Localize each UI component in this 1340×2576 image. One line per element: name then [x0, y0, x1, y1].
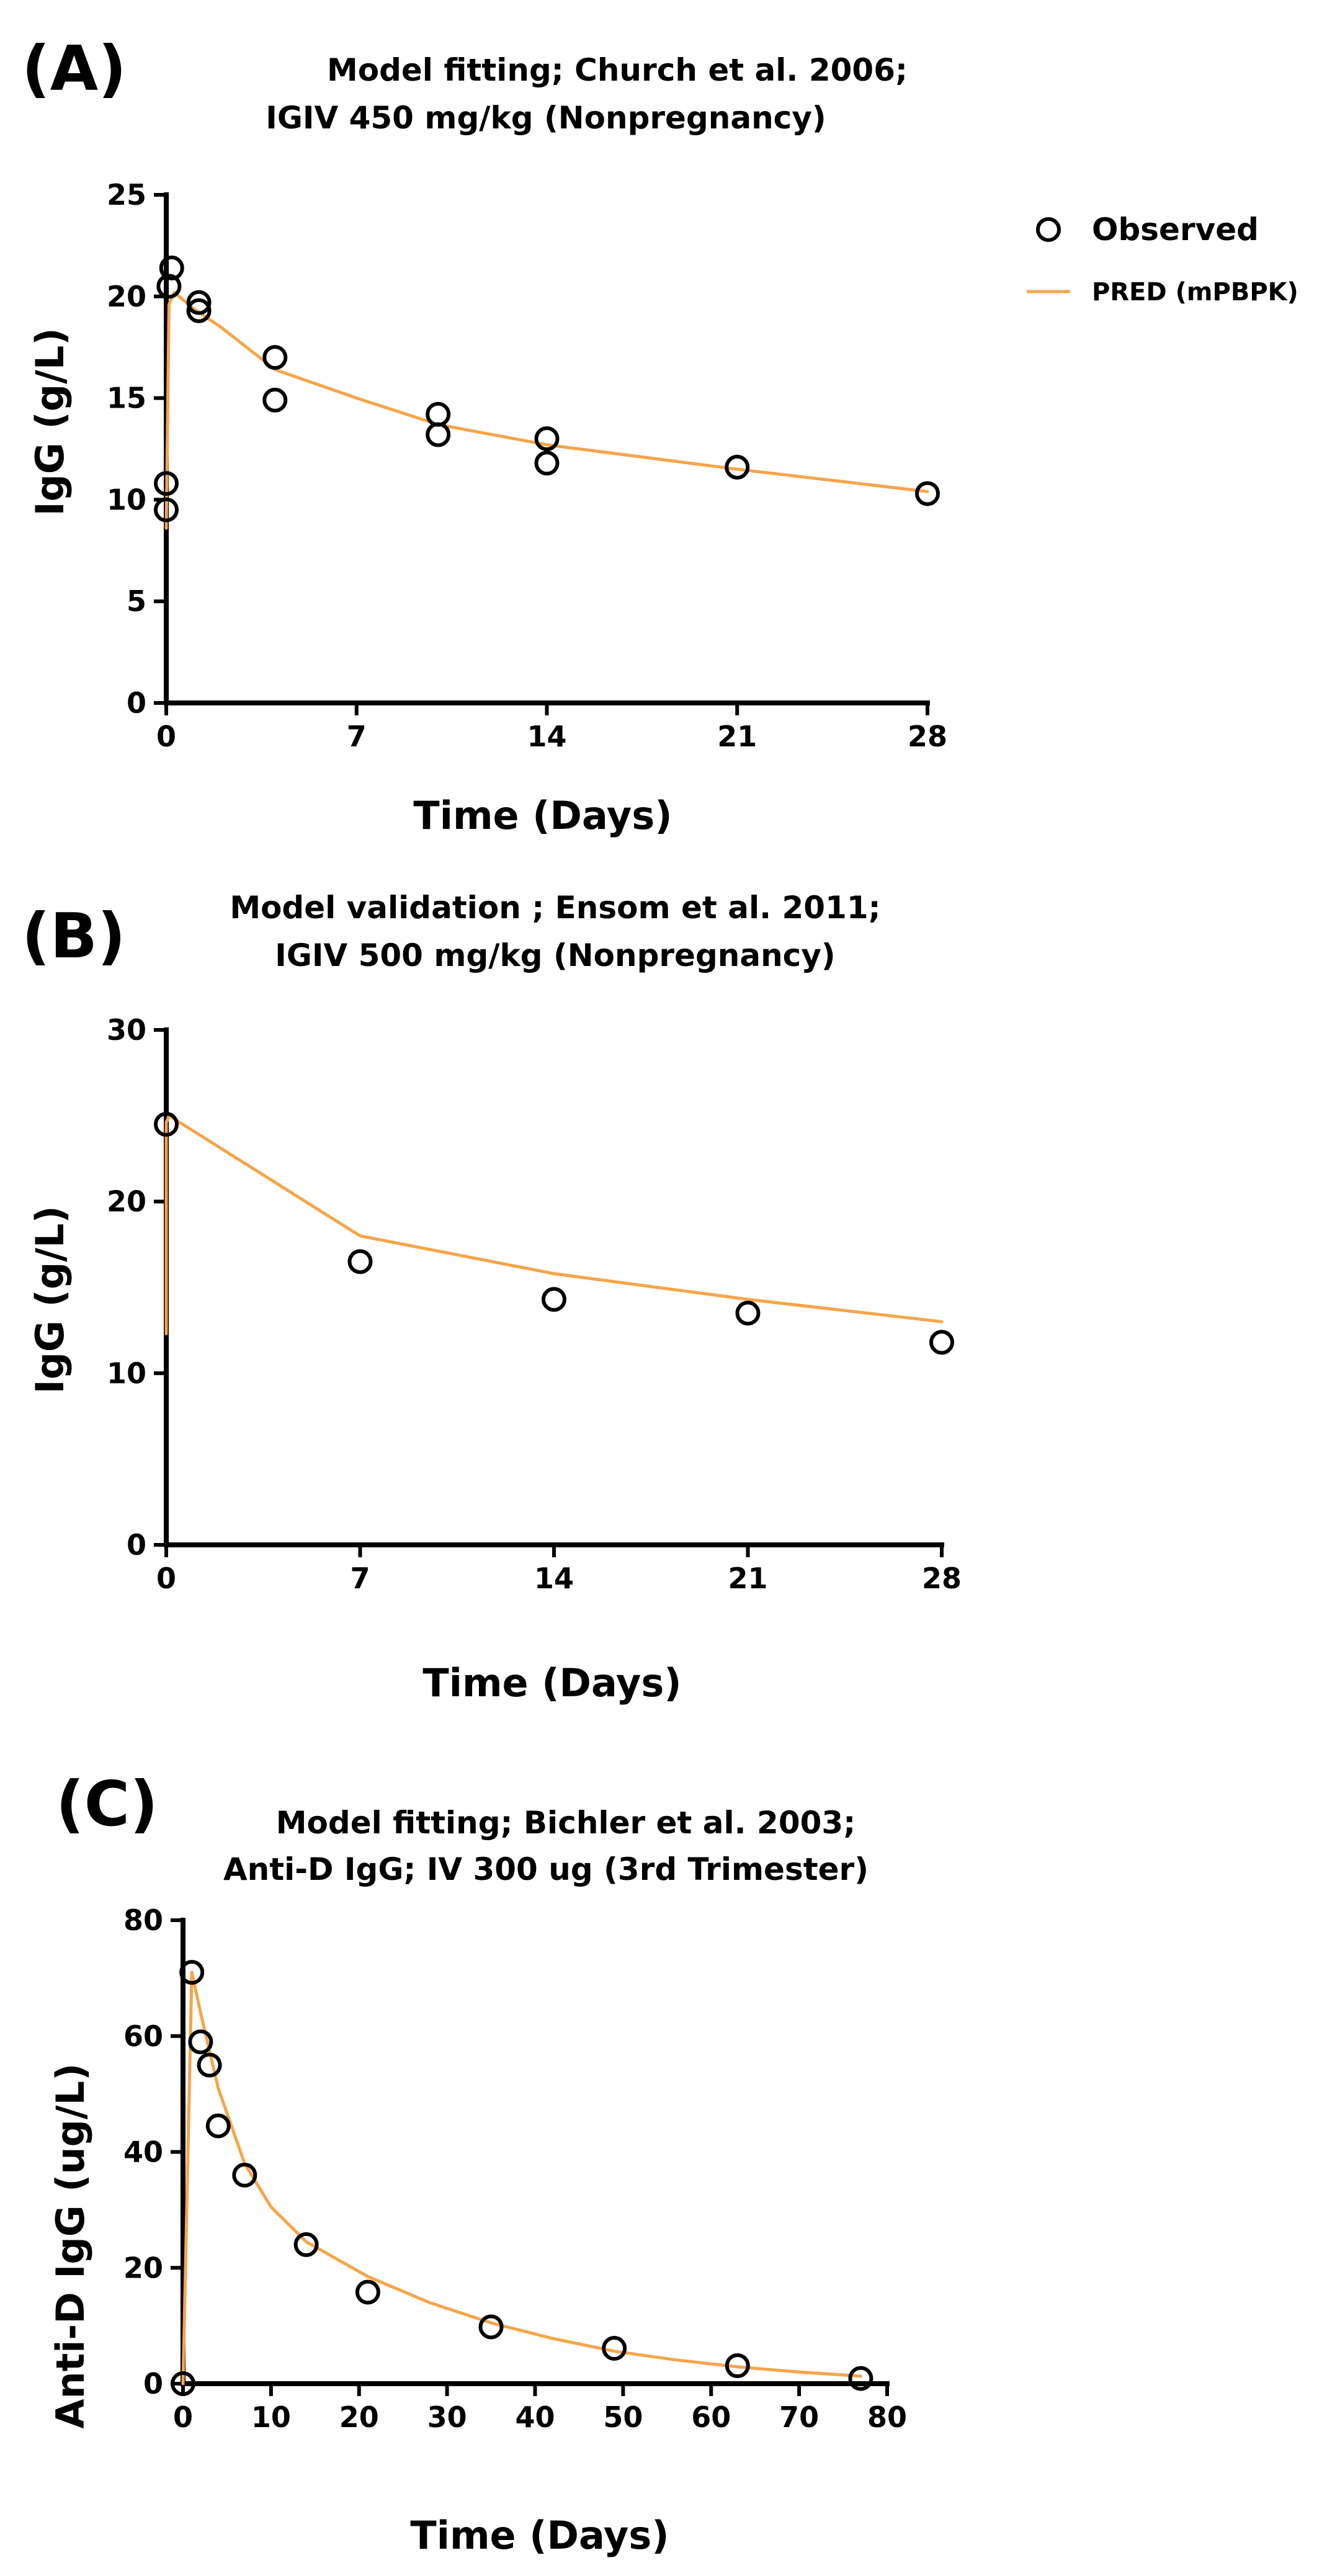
panel-c-x-tick-label: 60 [691, 2400, 731, 2434]
panel-c-observed-point [179, 1960, 205, 1985]
panel-a: (A) Model fitting; Church et al. 2006; I… [22, 32, 947, 838]
panel-c-x-tick-label: 0 [173, 2400, 193, 2434]
panel-a-observed-point [186, 290, 212, 315]
panel-a-observed-point [426, 422, 451, 447]
panel-c-ylabel: Anti-D IgG (ug/L) [48, 2063, 93, 2428]
panel-c-x-tick-label: 80 [867, 2400, 907, 2434]
panel-c-observed-point [205, 2113, 231, 2139]
panel-b-x-tick-label: 7 [350, 1562, 370, 1595]
panel-a-xlabel: Time (Days) [413, 793, 672, 838]
panel-c-xlabel: Time (Days) [410, 2513, 669, 2558]
panel-b-title: Model validation ; Ensom et al. 2011; [230, 890, 880, 926]
panel-c-observed-point [171, 2371, 195, 2396]
panel-a-y-tick-label: 0 [127, 686, 146, 720]
panel-c-title: Model fitting; Bichler et al. 2003; [276, 1805, 855, 1841]
panel-a-observed-point [154, 497, 179, 522]
panel-a-observed-point [262, 387, 288, 413]
panel-b-xlabel: Time (Days) [422, 1660, 681, 1706]
legend-observed-label: Observed [1092, 212, 1259, 248]
panel-c-x-tick-label: 20 [339, 2400, 379, 2434]
panel-c-y-tick-label: 20 [123, 2251, 163, 2284]
legend-pred-label: PRED (mPBPK) [1092, 278, 1298, 306]
panel-b-observed-point [735, 1300, 761, 1326]
panel-c-y-tick-label: 40 [123, 2135, 163, 2169]
panel-a-y-tick-label: 25 [107, 178, 146, 212]
panel-a-observed-point [534, 426, 560, 452]
panel-a-observed-point [725, 454, 750, 480]
panel-c-y-tick-label: 80 [123, 1903, 163, 1937]
panel-b-y-tick-label: 30 [107, 1013, 146, 1047]
panel-a-observed-point [186, 298, 212, 323]
panel-a-title: Model fitting; Church et al. 2006; [327, 52, 908, 88]
panel-c-x-tick-label: 40 [515, 2400, 555, 2434]
panel-b-pred-line [164, 1114, 944, 1336]
panel-a-y-tick-label: 5 [127, 584, 146, 618]
panel-a-y-tick-label: 15 [107, 382, 146, 415]
panel-a-observed-point [915, 481, 940, 506]
panel-a-x-tick-label: 28 [908, 720, 947, 753]
panel-a-observed-point [534, 450, 560, 476]
panel-b-y-tick-label: 0 [127, 1528, 146, 1562]
panel-a-subtitle: IGIV 450 mg/kg (Nonpregnancy) [266, 100, 826, 136]
panel-c-observed-point [188, 2029, 213, 2055]
panel-b-y-tick-label: 20 [107, 1185, 146, 1219]
panel-b-ylabel: IgG (g/L) [27, 1205, 73, 1393]
panel-a-ylabel: IgG (g/L) [27, 328, 73, 516]
panel-c-x-tick-label: 70 [779, 2400, 819, 2434]
panel-b-x-tick-label: 28 [922, 1562, 962, 1595]
panel-b-observed-point [542, 1287, 566, 1312]
panel-b: (B) Model validation ; Ensom et al. 2011… [22, 890, 962, 1706]
panel-c-subtitle: Anti-D IgG; IV 300 ug (3rd Trimester) [223, 1851, 869, 1887]
panel-c-observed-point [725, 2353, 750, 2379]
panel-b-y-tick-label: 10 [107, 1356, 146, 1390]
panel-b-label: (B) [22, 900, 126, 972]
panel-a-x-tick-label: 7 [347, 720, 367, 753]
panel-c-y-tick-label: 0 [143, 2367, 163, 2400]
panel-a-y-tick-label: 20 [107, 280, 146, 313]
panel-b-observed-point [929, 1330, 954, 1355]
panel-a-observed-point [159, 255, 184, 280]
panel-c-observed-point [197, 2052, 222, 2078]
panel-a-observed-point [262, 345, 288, 370]
panel-c-observed-point [293, 2232, 319, 2257]
legend: Observed PRED (mPBPK) [1027, 212, 1298, 306]
panel-c-observed-point [478, 2314, 504, 2340]
panel-b-observed-point [154, 1112, 179, 1137]
panel-c-x-tick-label: 50 [603, 2400, 643, 2434]
panel-a-x-tick-label: 14 [527, 720, 566, 753]
panel-c-label: (C) [56, 1768, 158, 1840]
panel-a-observed-point [156, 274, 182, 299]
panel-a-y-tick-label: 10 [107, 483, 146, 516]
panel-c-observed-point [355, 2279, 380, 2305]
panel-b-x-tick-label: 14 [534, 1562, 574, 1595]
panel-a-x-tick-label: 0 [156, 720, 176, 753]
panel-b-observed-point [347, 1249, 373, 1274]
panel-a-observed-point [154, 471, 179, 496]
observed-legend-marker-icon [1036, 217, 1061, 242]
panel-c-observed-point [602, 2336, 627, 2361]
panel-c-observed-point [848, 2366, 873, 2391]
panel-c-observed-point [232, 2162, 257, 2188]
panel-c-x-tick-label: 30 [427, 2400, 467, 2434]
panel-b-subtitle: IGIV 500 mg/kg (Nonpregnancy) [275, 937, 836, 973]
panel-c-x-tick-label: 10 [251, 2400, 291, 2434]
panel-b-x-tick-label: 0 [156, 1562, 176, 1595]
panel-a-label: (A) [22, 32, 127, 105]
panel-a-x-tick-label: 21 [717, 720, 757, 753]
panel-c: (C) Model fitting; Bichler et al. 2003; … [48, 1768, 907, 2558]
panel-c-y-tick-label: 60 [123, 2019, 163, 2053]
panel-b-x-tick-label: 21 [728, 1562, 767, 1595]
